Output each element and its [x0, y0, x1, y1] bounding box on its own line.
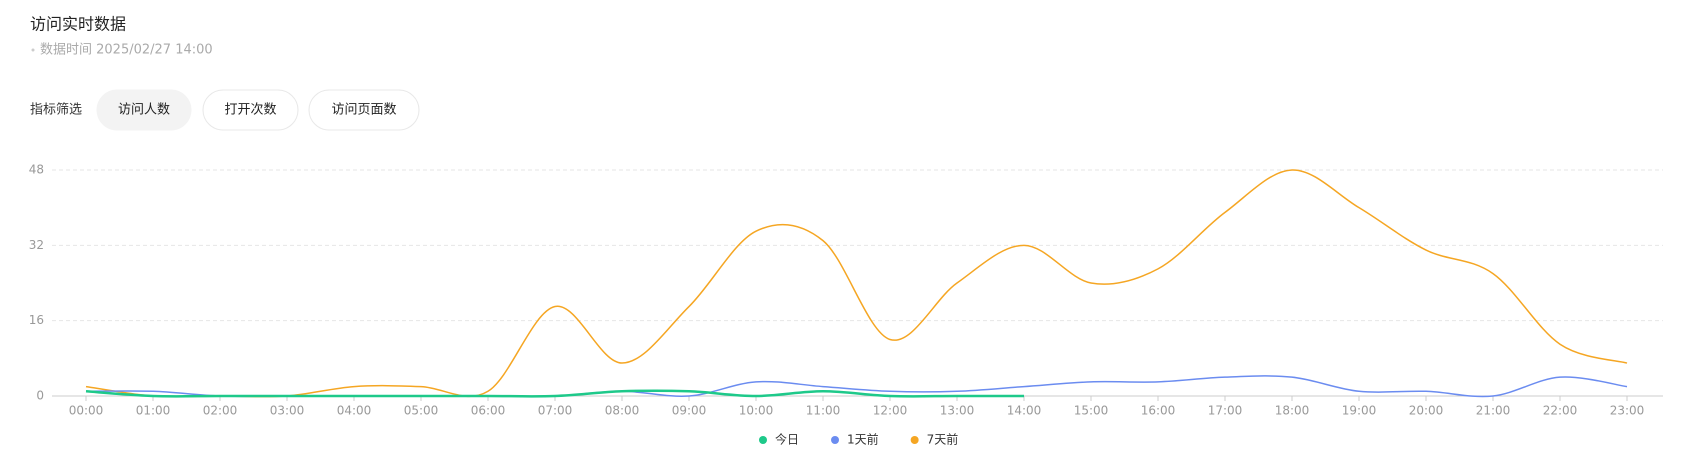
- x-tick-label: 14:00: [1007, 404, 1042, 418]
- x-tick-label: 22:00: [1543, 404, 1578, 418]
- filter-button[interactable]: [308, 89, 420, 131]
- subtitle: 数据时间 2025/02/27 14:00: [40, 43, 213, 58]
- filter-button-label[interactable]: 访问页面数: [331, 103, 396, 118]
- x-tick-label: 06:00: [471, 404, 506, 418]
- filter-button-label[interactable]: 访问人数: [118, 103, 170, 118]
- legend-label: 1天前: [847, 432, 879, 447]
- x-tick-label: 03:00: [270, 404, 305, 418]
- x-tick-label: 05:00: [404, 404, 439, 418]
- x-tick-label: 08:00: [605, 404, 640, 418]
- line-series: [85, 389, 1024, 398]
- line-series: [85, 169, 1628, 398]
- filter-label: 指标筛选: [30, 103, 82, 118]
- x-tick-label: 19:00: [1342, 404, 1377, 418]
- x-tick-label: 02:00: [203, 404, 238, 418]
- y-tick-label: 48: [29, 163, 44, 177]
- bullet: [31, 48, 35, 52]
- x-tick-label: 23:00: [1610, 404, 1645, 418]
- legend-label: 今日: [775, 432, 799, 447]
- x-tick-label: 16:00: [1141, 404, 1176, 418]
- filter-button-label[interactable]: 打开次数: [224, 102, 276, 118]
- x-tick-label: 12:00: [873, 404, 908, 418]
- x-tick-label: 15:00: [1074, 404, 1109, 418]
- x-tick-label: 01:00: [136, 404, 171, 418]
- x-tick-label: 17:00: [1208, 404, 1243, 418]
- x-tick-label: 11:00: [806, 404, 841, 418]
- y-tick-label: 16: [29, 313, 44, 327]
- x-tick-label: 20:00: [1409, 404, 1444, 418]
- legend-swatch: [831, 436, 840, 444]
- filter-button[interactable]: [96, 89, 192, 131]
- legend-label: 7天前: [927, 432, 959, 447]
- x-tick-label: 00:00: [69, 404, 104, 418]
- x-tick-label: 04:00: [337, 404, 372, 418]
- y-tick-label: 32: [29, 238, 44, 252]
- x-tick-label: 21:00: [1476, 404, 1511, 418]
- x-tick-label: 10:00: [739, 404, 774, 418]
- legend-swatch: [910, 436, 919, 444]
- x-tick-label: 18:00: [1275, 404, 1310, 418]
- x-tick-label: 13:00: [940, 404, 975, 418]
- x-tick-label: 07:00: [538, 404, 573, 418]
- x-tick-label: 09:00: [672, 404, 707, 418]
- legend-swatch: [759, 436, 767, 444]
- filter-button[interactable]: [202, 89, 299, 131]
- title: 访问实时数据: [30, 15, 126, 34]
- y-tick-label: 0: [36, 389, 44, 403]
